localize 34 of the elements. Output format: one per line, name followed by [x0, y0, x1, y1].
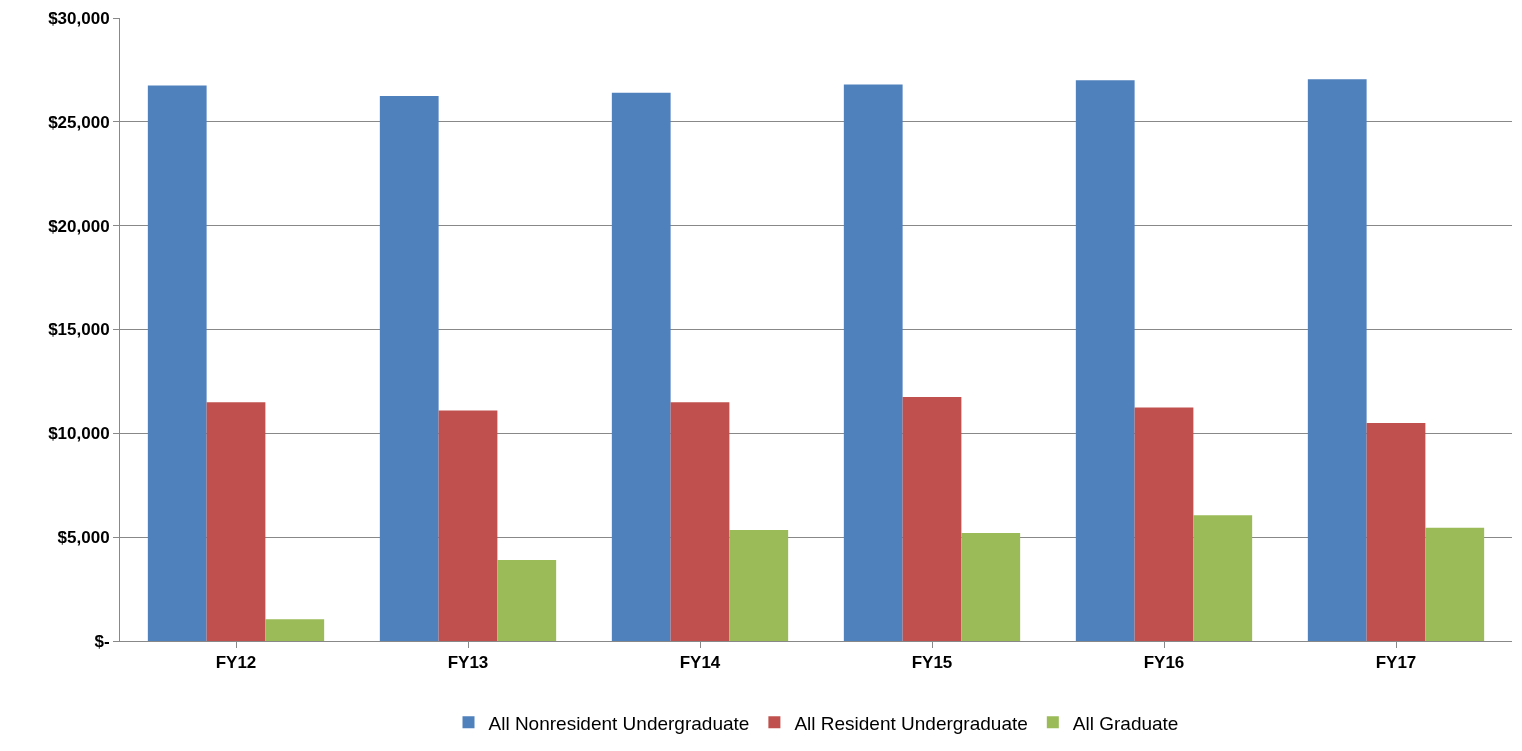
- bar: [206, 402, 266, 641]
- bar: [670, 402, 730, 641]
- x-tick-label: FY14: [679, 653, 721, 673]
- bar: [902, 396, 962, 641]
- bar: [611, 92, 671, 641]
- x-tick-label: FY13: [447, 653, 489, 673]
- bar: [265, 619, 325, 641]
- bar: [379, 95, 439, 641]
- y-tick-label: $20,000: [48, 216, 110, 236]
- x-tick-label: FY17: [1375, 653, 1417, 673]
- y-tick-label: $10,000: [48, 424, 110, 444]
- bar: [961, 533, 1021, 641]
- legend-label: All Nonresident Undergraduate: [488, 712, 750, 734]
- bar: [497, 560, 557, 641]
- legend-label: All Resident Undergraduate: [794, 712, 1028, 734]
- bar: [1134, 407, 1194, 641]
- y-tick-label: $5,000: [57, 528, 110, 548]
- y-tick-label: $-: [94, 631, 110, 651]
- x-tick-label: FY15: [911, 653, 953, 673]
- bar: [1193, 515, 1253, 641]
- y-tick-label: $30,000: [48, 8, 110, 28]
- bar: [1425, 527, 1485, 641]
- x-tick-label: FY16: [1143, 653, 1185, 673]
- y-tick-label: $15,000: [48, 320, 110, 340]
- y-tick-label: $25,000: [48, 112, 110, 132]
- bar: [843, 84, 903, 641]
- legend-label: All Graduate: [1072, 712, 1179, 734]
- bar: [1075, 80, 1135, 641]
- x-tick-label: FY12: [215, 653, 257, 673]
- bar: [1366, 422, 1426, 641]
- bar: [147, 85, 207, 641]
- bar: [438, 410, 498, 641]
- bar: [729, 529, 789, 641]
- bar: [1307, 79, 1367, 641]
